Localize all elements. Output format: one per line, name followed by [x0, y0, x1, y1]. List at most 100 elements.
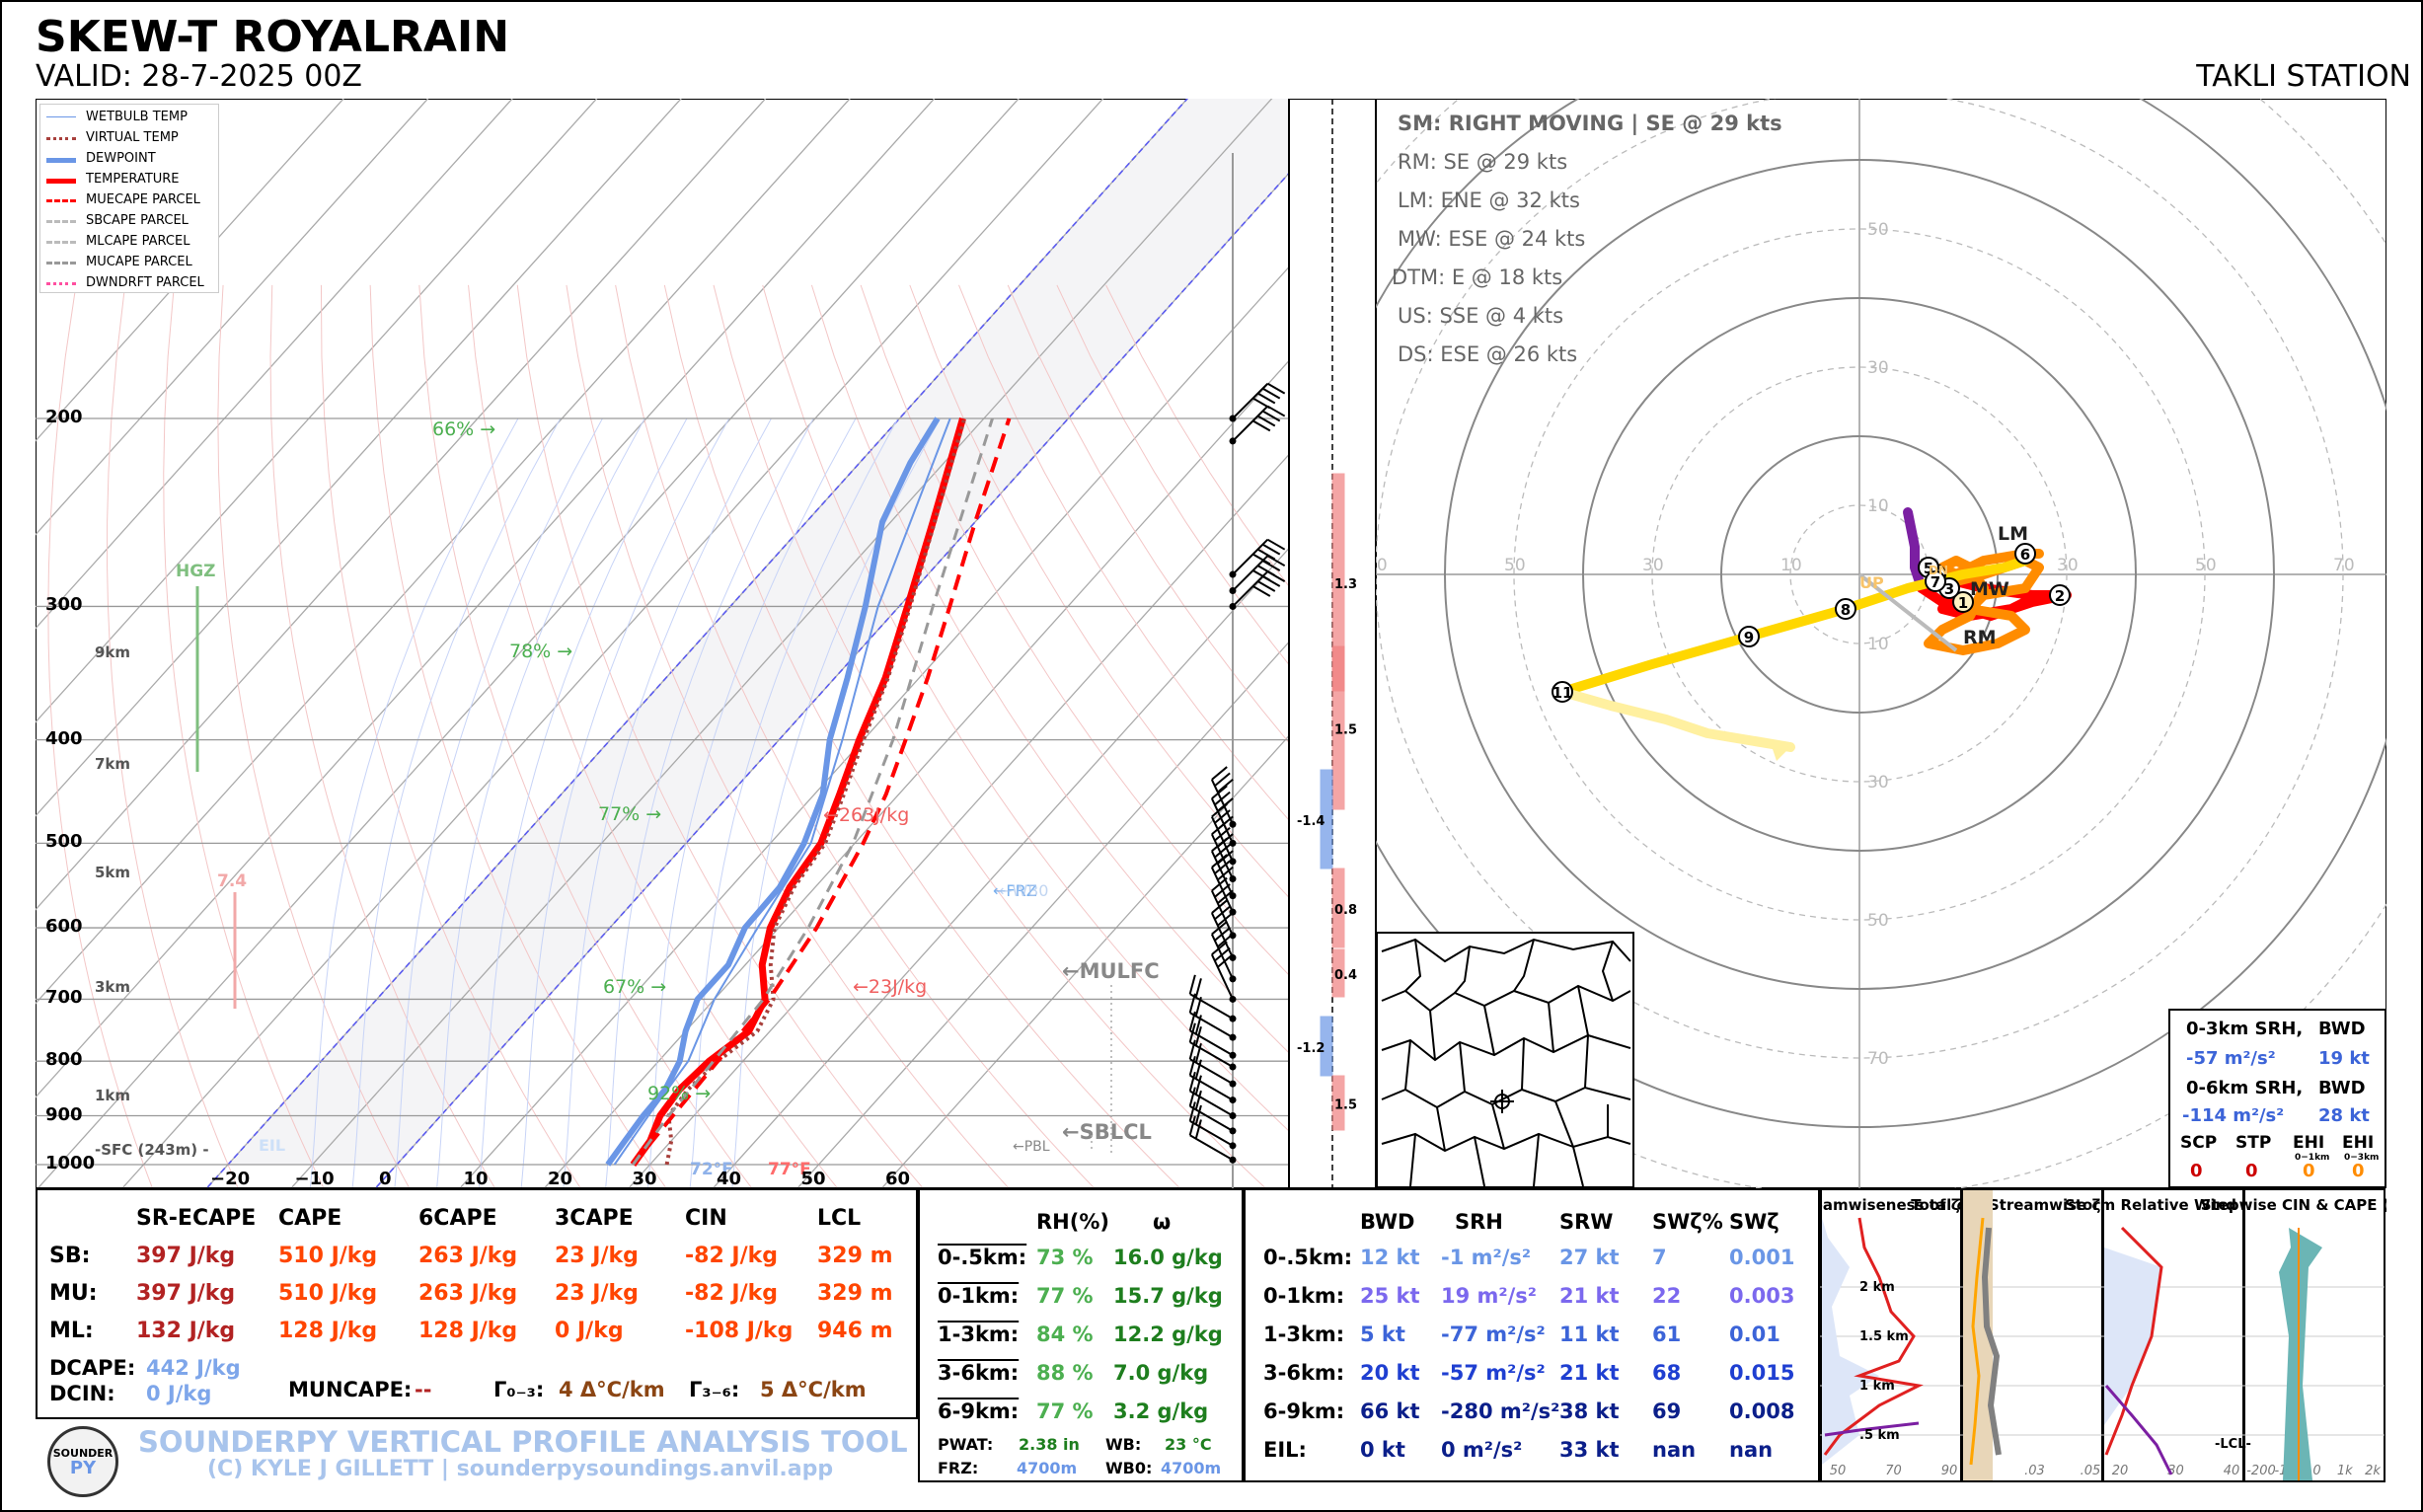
kinematic-table: BWD SRH SRW SWζ% SWζ 0-.5km: 12 kt -1 m²/s² 27 k…: [1244, 1188, 1820, 1482]
hodo-segment-2: [1924, 549, 2044, 655]
thermo-cell: 263 J/kg: [418, 1244, 518, 1268]
thermo-cell: 23 J/kg: [555, 1244, 639, 1268]
kin-cell: 20 kt: [1360, 1361, 1420, 1385]
series-wetbulb-temp: [613, 417, 951, 1166]
omega-label: -1.4: [1297, 814, 1325, 829]
kin-cell: 66 kt: [1360, 1399, 1420, 1423]
barb-shaft: [1189, 1134, 1234, 1162]
streamwiseness-low: [1824, 1421, 1920, 1437]
figure-title: SKEW-T ROYALRAIN: [36, 12, 510, 62]
barb-flag: [1194, 1090, 1202, 1110]
legend-swatch: [46, 158, 76, 163]
srw-low-curve: [2104, 1385, 2173, 1475]
moist-adiabat: [309, 417, 519, 1187]
kin-cell: 38 kt: [1559, 1399, 1620, 1423]
moist-row-label: 3-6km:: [938, 1361, 1020, 1385]
lapse36-value: 5 Δ°C/km: [760, 1378, 867, 1401]
total-vorticity-curve: [1981, 1227, 2002, 1456]
barb-flag: [1266, 538, 1286, 551]
kin-row-label: 0-.5km:: [1263, 1246, 1353, 1269]
barb-flag: [1256, 392, 1276, 405]
temp-tick-8: 60: [885, 1169, 911, 1189]
temp-tick-7: 50: [800, 1169, 826, 1189]
index-name: STP: [2235, 1133, 2272, 1153]
pressure-tick-1000: 1000: [45, 1153, 96, 1173]
barb-flag: [1188, 1056, 1196, 1076]
height-marker-label: 2: [2055, 587, 2065, 605]
barb-shaft: [1210, 953, 1234, 1000]
height-marker-circle: [1925, 570, 1946, 592]
temp-tick-5: 30: [632, 1169, 657, 1189]
isotherm: [36, 99, 513, 630]
pressure-tick-800: 800: [45, 1049, 83, 1071]
thermo-header: LCL: [817, 1206, 862, 1231]
stepwise-cape-area: [2279, 1228, 2322, 1480]
logo-sub: PY: [69, 1458, 97, 1478]
chart-legend: WETBULB TEMP VIRTUAL TEMP DEWPOINT TEMPERAT…: [39, 104, 219, 293]
skewt-series: [605, 416, 1012, 1168]
isotherm: [36, 99, 598, 723]
thermo-cell: 128 J/kg: [278, 1319, 378, 1343]
height-marker-label: 5: [1924, 560, 1933, 577]
barb-flag: [1256, 565, 1276, 576]
pressure-tick-300: 300: [45, 594, 83, 616]
moisture-table: RH(%) ω 0-.5km: 73 % 16.0 g/kg 0-1km: 77 % 15.7…: [918, 1188, 1244, 1482]
kin-cell: 68: [1652, 1361, 1682, 1385]
barb-shaft: [1210, 833, 1234, 879]
thermo-cell: 329 m: [817, 1244, 893, 1268]
moist-adiabat: [563, 417, 772, 1187]
mini-panel-title: Storm Relative Wind (kts): [2065, 1196, 2281, 1214]
barb-shaft: [1232, 555, 1269, 592]
wind-barb: [1188, 1101, 1237, 1150]
legend-label: DEWPOINT: [86, 151, 156, 166]
index-value: 0: [2190, 1161, 2203, 1181]
kin-cell: 27 kt: [1559, 1246, 1620, 1269]
ring-label: 10: [1867, 496, 1889, 516]
kin-header: SWζ%: [1652, 1210, 1723, 1234]
pressure-tick-400: 400: [45, 727, 83, 749]
wind-barb: [1188, 1115, 1237, 1164]
muncape-label: MUNCAPE:: [288, 1378, 413, 1401]
rh-annotation: 77% →: [598, 803, 661, 825]
ring-label: 50: [1867, 911, 1889, 931]
rh-value: 73 %: [1036, 1246, 1094, 1269]
omega-label: 1.5: [1334, 1098, 1357, 1113]
isotherm: [36, 99, 767, 911]
barb-flag: [1211, 785, 1228, 799]
index-sub: 0−3km: [2344, 1153, 2380, 1163]
thermo-cell: 0 J/kg: [555, 1319, 624, 1343]
mulfc-level: ←MULFC: [1062, 959, 1160, 983]
thermo-cell: -82 J/kg: [685, 1244, 779, 1268]
thermo-header: CAPE: [278, 1206, 342, 1231]
height-marker-circle: [2049, 584, 2071, 606]
isotherm: [713, 547, 1289, 1188]
temp-tick-0: −20: [210, 1169, 251, 1189]
storm-motion-block: SM: RIGHT MOVING | SE @ 29 kts RM: SE @ …: [1392, 105, 1782, 374]
pressure-tick-500: 500: [45, 831, 83, 853]
mini-tick: 2k: [2365, 1464, 2381, 1478]
barb-shaft: [1210, 934, 1234, 980]
ring-label: 30: [2057, 556, 2079, 575]
index-value: 0: [2303, 1161, 2315, 1181]
thermo-cell: 397 J/kg: [136, 1244, 236, 1268]
series-dewpoint: [605, 416, 941, 1167]
mini-tick: 90: [1941, 1464, 1958, 1478]
moist-adiabat: [605, 417, 814, 1187]
barb-flag: [1194, 1104, 1202, 1125]
wind-barbs: [1188, 382, 1286, 1164]
moist-row-label: 0-.5km:: [938, 1246, 1027, 1269]
motion-label-dn: DN: [1929, 564, 1948, 577]
hgz-label: HGZ: [176, 562, 216, 581]
moist-adiabat: [646, 417, 857, 1187]
isotherm: [544, 359, 1289, 1188]
kin-cell: 0 kt: [1360, 1438, 1405, 1462]
mini-panel-title: Streamwiseness of ζ (%): [1820, 1196, 1994, 1214]
moist-adiabat: [731, 417, 941, 1187]
barb-flag: [1188, 1071, 1196, 1092]
kin-row-label: 3-6km:: [1263, 1361, 1345, 1385]
kin-cell: -57 m²/s²: [1441, 1361, 1546, 1385]
barb-flag: [1211, 766, 1228, 781]
hodograph-markers: 12345678911LMMWRMUPDN: [1552, 523, 2071, 703]
thermo-header: 3CAPE: [555, 1206, 634, 1231]
mini-tick: 30: [2167, 1464, 2184, 1478]
